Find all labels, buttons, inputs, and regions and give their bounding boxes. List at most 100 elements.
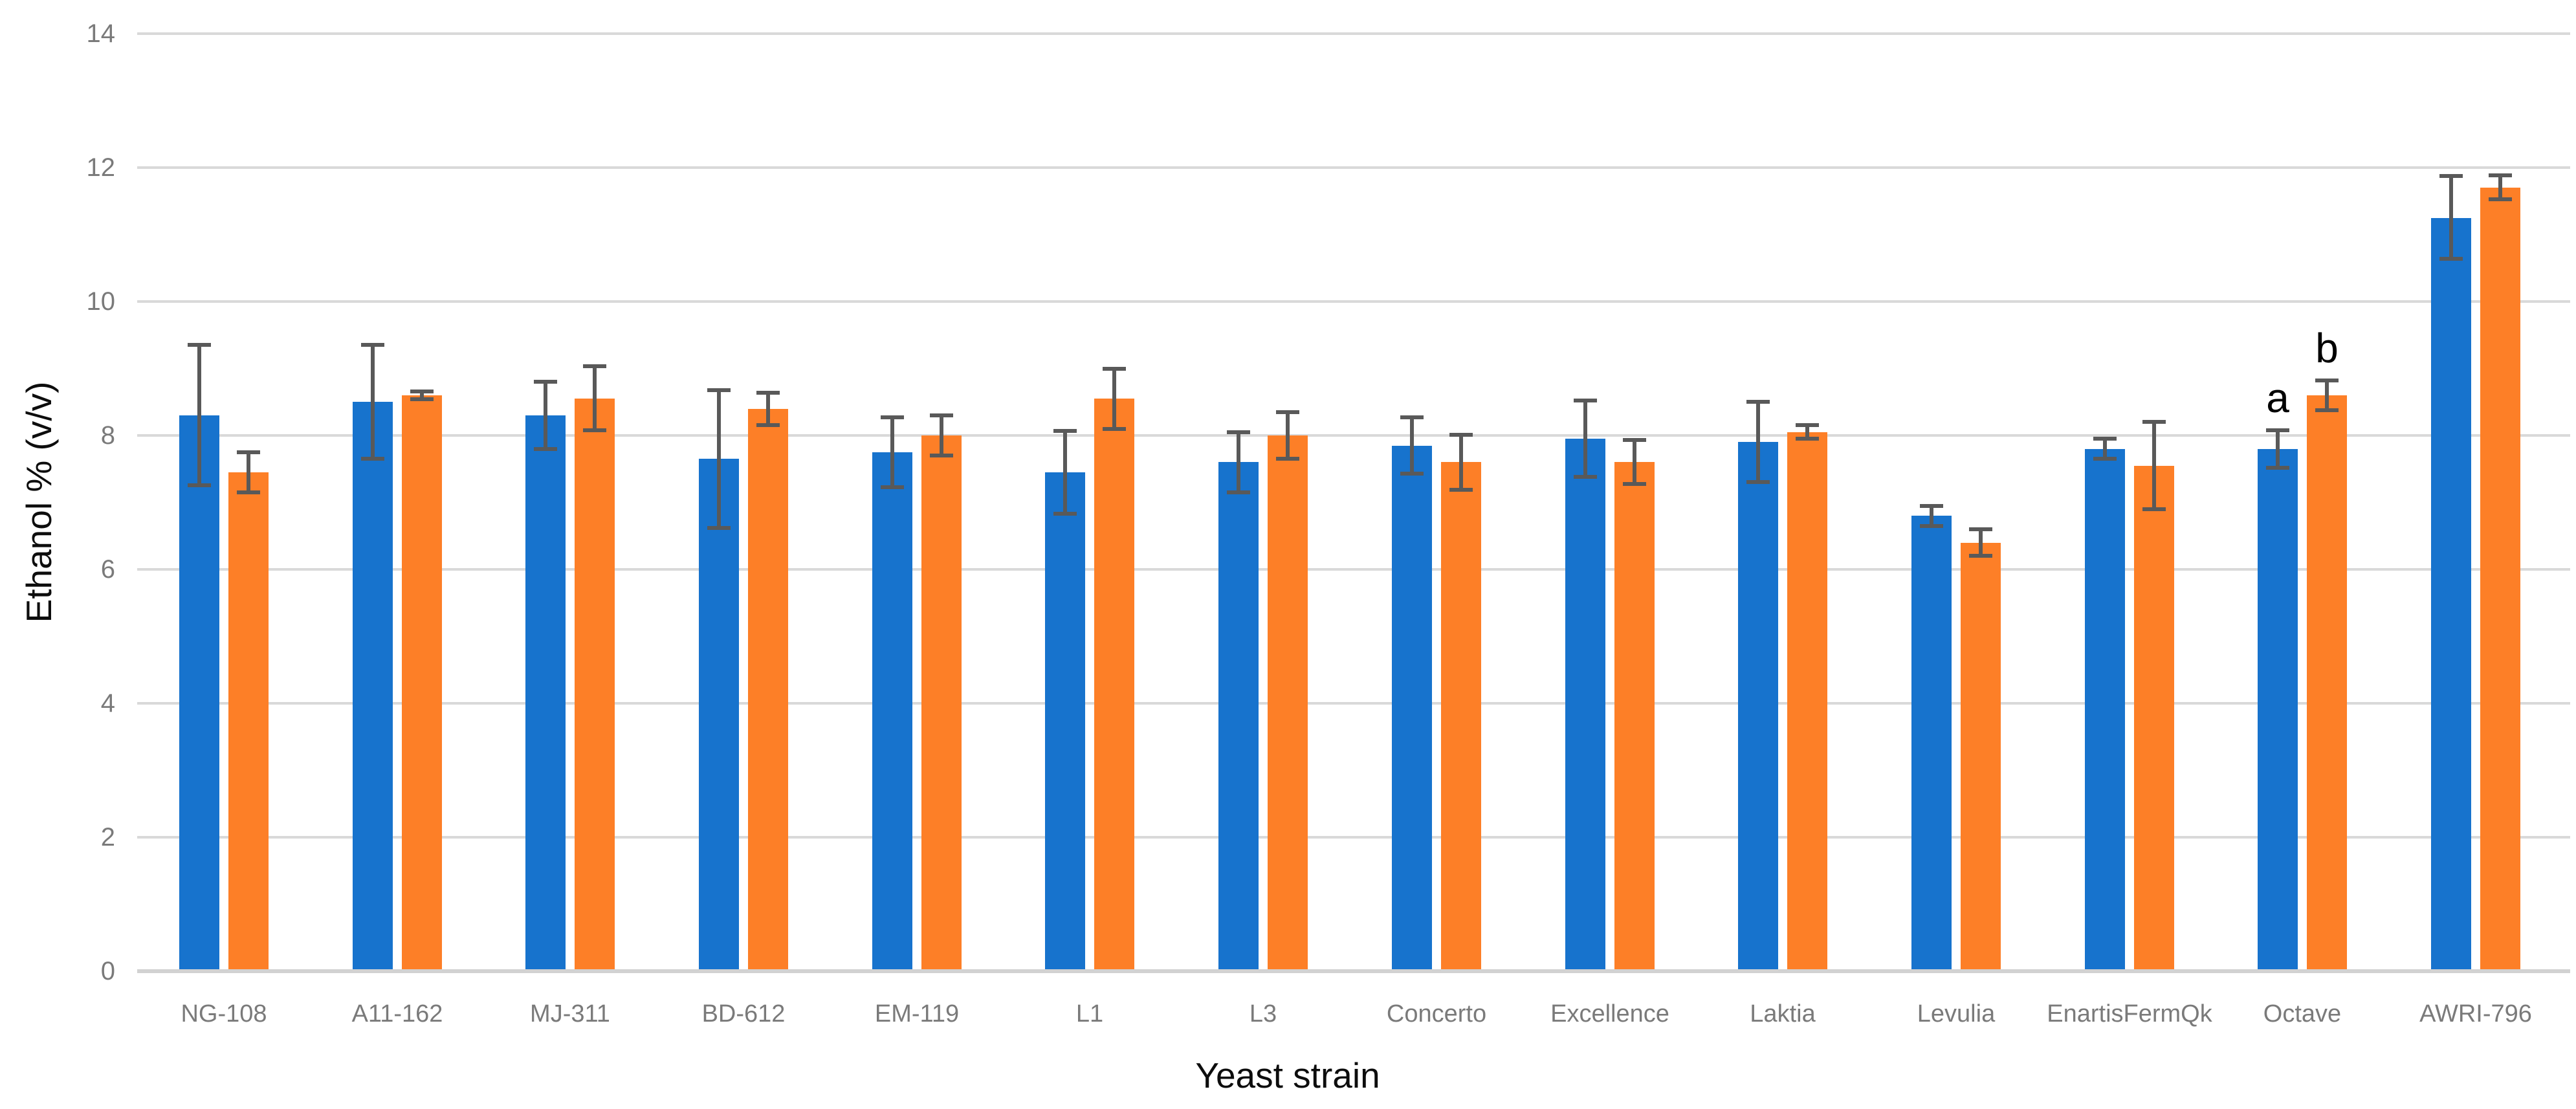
error-cap-bottom [583, 428, 606, 432]
bar-blue-series-Concerto [1392, 446, 1432, 969]
bar-orange-series-EnartisFermQk [2134, 466, 2174, 969]
error-bar-blue-series-MJ-311 [534, 380, 557, 451]
y-tick-label-4: 4 [100, 689, 115, 718]
annotation-b: b [2315, 325, 2339, 371]
error-stem [1979, 527, 1983, 558]
category-label-BD-612: BD-612 [701, 1000, 786, 1027]
error-bar-blue-series-EM-119 [881, 415, 904, 489]
x-axis-line [137, 969, 2570, 973]
error-bar-orange-series-BD-612 [756, 391, 780, 427]
error-bar-blue-series-L1 [1053, 429, 1077, 516]
y-tick-label-14: 14 [86, 19, 116, 48]
annotation-a: a [2266, 375, 2289, 421]
error-bar-blue-series-EnartisFermQk [2093, 437, 2117, 461]
bar-orange-series-MJ-311 [575, 399, 615, 969]
error-stem [1459, 433, 1463, 492]
error-stem [1237, 430, 1240, 494]
gridline-10 [137, 300, 2570, 303]
gridline-12 [137, 166, 2570, 169]
error-stem [593, 364, 597, 432]
error-stem [1583, 399, 1587, 479]
error-cap-bottom [361, 457, 384, 461]
gridline-6 [137, 568, 2570, 571]
bar-orange-series-A11-162 [402, 395, 442, 969]
error-bar-orange-series-L1 [1103, 367, 1126, 431]
error-stem [197, 343, 201, 487]
error-bar-orange-series-Excellence [1623, 438, 1646, 486]
error-cap-bottom [237, 490, 260, 494]
error-cap-bottom [1103, 427, 1126, 431]
category-label-MJ-311: MJ-311 [530, 1000, 610, 1027]
category-label-Levulia: Levulia [1917, 1000, 1996, 1027]
error-cap-bottom [534, 447, 557, 451]
error-bar-blue-series-AWRI-796 [2439, 174, 2463, 261]
error-stem [1063, 429, 1067, 516]
error-stem [1410, 415, 1414, 476]
error-stem [2152, 420, 2156, 511]
error-cap-bottom [756, 423, 780, 427]
error-bar-blue-series-Levulia [1920, 504, 1943, 528]
bar-orange-series-BD-612 [748, 409, 788, 969]
bar-blue-series-Laktia [1738, 442, 1778, 969]
error-cap-bottom [2093, 457, 2117, 461]
bar-orange-series-Concerto [1441, 462, 1481, 969]
y-tick-label-6: 6 [100, 555, 115, 584]
bar-blue-series-NG-108 [179, 415, 219, 969]
error-bar-orange-series-Levulia [1969, 527, 1992, 558]
bar-blue-series-EnartisFermQk [2085, 449, 2125, 969]
bar-blue-series-A11-162 [353, 402, 393, 969]
bar-blue-series-Excellence [1565, 439, 1605, 969]
error-stem [2103, 437, 2107, 461]
error-bar-orange-series-EnartisFermQk [2142, 420, 2166, 511]
error-cap-bottom [188, 483, 211, 487]
error-bar-orange-series-NG-108 [237, 450, 260, 494]
error-bar-orange-series-Concerto [1449, 433, 1473, 492]
y-tick-label-2: 2 [100, 823, 115, 851]
error-bar-blue-series-Excellence [1574, 399, 1597, 479]
error-bar-orange-series-AWRI-796 [2489, 173, 2512, 201]
bar-orange-series-NG-108 [228, 472, 269, 969]
bar-blue-series-L3 [1218, 462, 1259, 969]
error-cap-bottom [1400, 472, 1424, 476]
error-stem [2325, 379, 2329, 412]
error-bar-blue-series-NG-108 [188, 343, 211, 487]
error-stem [420, 390, 424, 401]
error-bar-orange-series-MJ-311 [583, 364, 606, 432]
bar-orange-series-AWRI-796 [2480, 188, 2520, 969]
y-tick-label-12: 12 [86, 153, 116, 182]
bar-orange-series-Levulia [1961, 543, 2001, 969]
error-bar-orange-series-EM-119 [930, 413, 953, 457]
error-bar-blue-series-L3 [1227, 430, 1250, 494]
error-cap-bottom [2315, 408, 2339, 412]
category-label-EM-119: EM-119 [874, 1000, 960, 1027]
error-cap-bottom [2439, 257, 2463, 261]
error-stem [890, 415, 894, 489]
error-stem [371, 343, 375, 461]
category-label-Octave: Octave [2263, 1000, 2342, 1027]
error-stem [1286, 410, 1290, 461]
gridline-14 [137, 32, 2570, 35]
error-stem [1112, 367, 1116, 431]
error-cap-bottom [1574, 475, 1597, 479]
error-cap-bottom [1969, 554, 1992, 558]
error-stem [2449, 174, 2453, 261]
error-cap-bottom [1746, 480, 1770, 484]
error-bar-blue-series-A11-162 [361, 343, 384, 461]
error-cap-bottom [1796, 437, 1819, 441]
error-bar-blue-series-BD-612 [707, 388, 731, 530]
error-stem [717, 388, 721, 530]
category-label-NG-108: NG-108 [181, 1000, 267, 1027]
error-bar-blue-series-Concerto [1400, 415, 1424, 476]
bar-blue-series-MJ-311 [525, 415, 566, 969]
bar-blue-series-L1 [1045, 472, 1085, 969]
category-label-EnartisFermQk: EnartisFermQk [2047, 1000, 2212, 1027]
bar-orange-series-Excellence [1614, 462, 1655, 969]
y-tick-label-10: 10 [86, 287, 116, 316]
bar-blue-series-EM-119 [872, 452, 912, 969]
error-bar-orange-series-L3 [1276, 410, 1299, 461]
y-tick-label-8: 8 [100, 421, 115, 450]
error-bar-orange-series-Octave [2315, 379, 2339, 412]
error-stem [1805, 423, 1809, 441]
error-cap-bottom [1276, 457, 1299, 461]
error-stem [1756, 400, 1760, 484]
